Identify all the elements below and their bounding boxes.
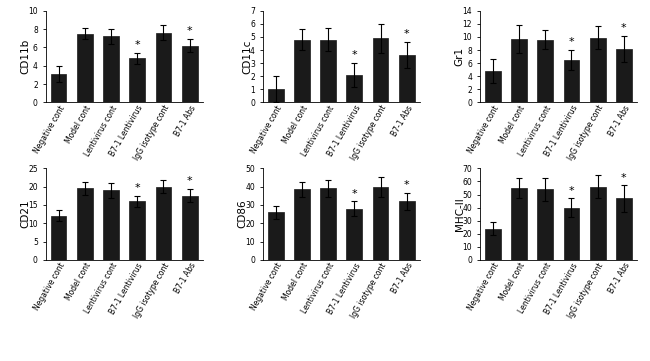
Text: *: *: [404, 180, 410, 190]
Bar: [538, 189, 553, 260]
Bar: [372, 187, 389, 260]
Bar: [155, 187, 172, 260]
Bar: [538, 40, 553, 103]
Bar: [77, 188, 93, 260]
Bar: [590, 38, 606, 103]
Y-axis label: MHC-II: MHC-II: [454, 197, 465, 231]
Text: *: *: [352, 188, 357, 199]
Y-axis label: CD11b: CD11b: [20, 39, 31, 74]
Text: *: *: [569, 37, 574, 47]
Bar: [294, 190, 310, 260]
Text: *: *: [187, 26, 192, 36]
Bar: [51, 74, 66, 103]
Y-axis label: CD11c: CD11c: [242, 39, 252, 74]
Bar: [51, 216, 66, 260]
Bar: [346, 209, 362, 260]
Y-axis label: CD86: CD86: [237, 200, 248, 229]
Bar: [564, 208, 579, 260]
Bar: [77, 34, 93, 103]
Bar: [346, 75, 362, 103]
Bar: [182, 45, 198, 103]
Bar: [320, 188, 336, 260]
Text: *: *: [187, 177, 192, 187]
Bar: [511, 188, 527, 260]
Text: *: *: [135, 183, 140, 193]
Bar: [399, 201, 415, 260]
Text: *: *: [569, 186, 574, 196]
Bar: [103, 36, 119, 103]
Bar: [511, 39, 527, 103]
Text: *: *: [135, 40, 140, 50]
Bar: [399, 55, 415, 103]
Bar: [564, 60, 579, 103]
Bar: [485, 71, 500, 103]
Bar: [590, 187, 606, 260]
Text: *: *: [404, 30, 410, 39]
Bar: [268, 89, 283, 103]
Text: *: *: [352, 51, 357, 60]
Y-axis label: CD21: CD21: [20, 200, 31, 229]
Bar: [372, 38, 389, 103]
Bar: [294, 40, 310, 103]
Bar: [182, 196, 198, 260]
Y-axis label: Gr1: Gr1: [454, 47, 465, 66]
Bar: [320, 40, 336, 103]
Bar: [129, 58, 145, 103]
Bar: [616, 49, 632, 103]
Bar: [268, 212, 283, 260]
Text: *: *: [621, 173, 627, 183]
Bar: [129, 201, 145, 260]
Bar: [155, 33, 172, 103]
Text: *: *: [621, 23, 627, 33]
Bar: [103, 190, 119, 260]
Bar: [485, 229, 500, 260]
Bar: [616, 199, 632, 260]
